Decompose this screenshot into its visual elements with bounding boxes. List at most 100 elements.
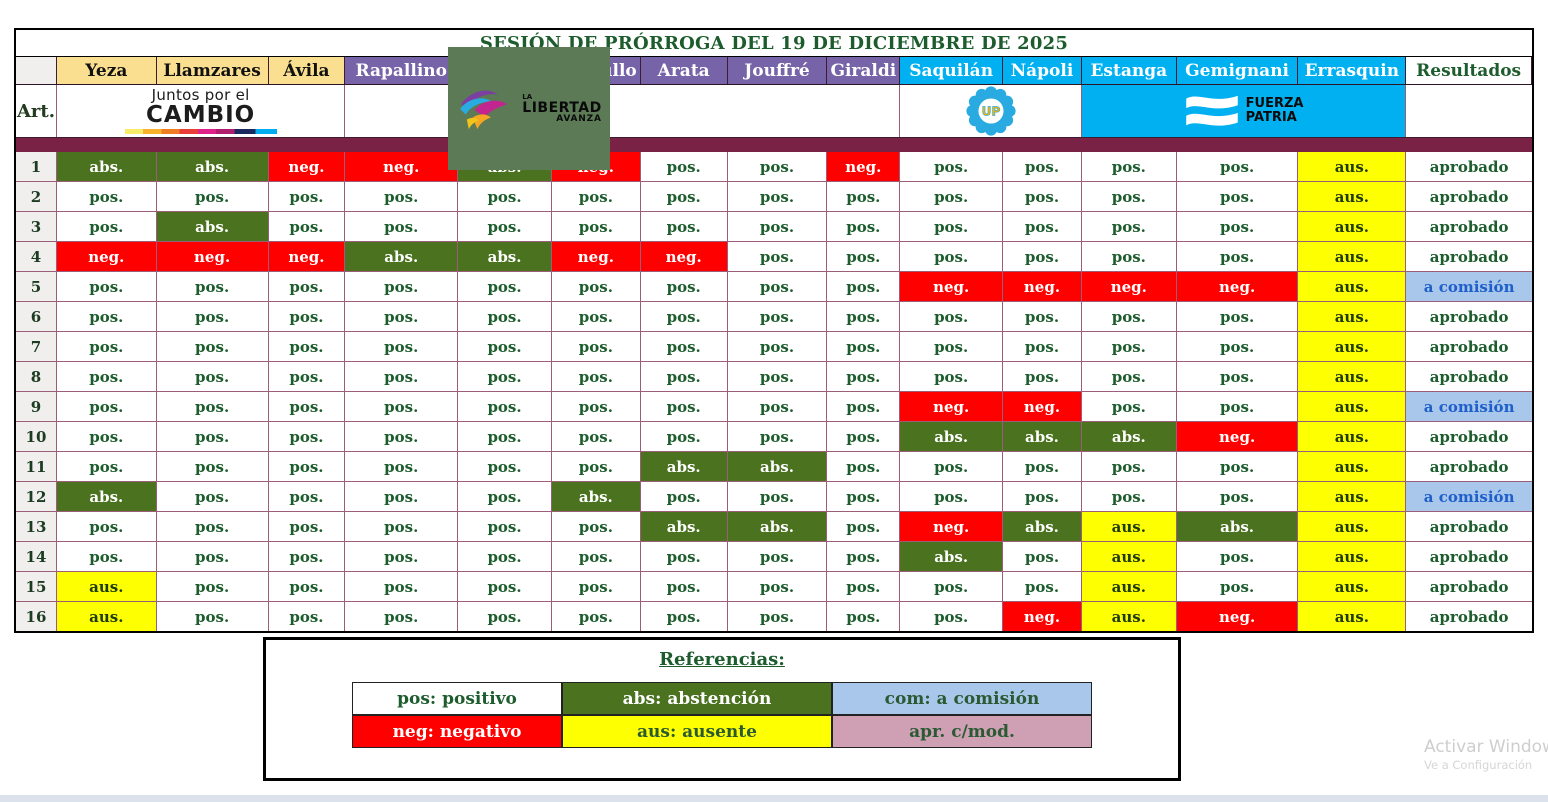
vote-cell: pos. — [156, 272, 269, 301]
vote-cell: pos. — [551, 302, 641, 331]
vote-cell: pos. — [827, 272, 901, 301]
up-sun-icon: UP — [965, 86, 1016, 136]
vote-cell: pos. — [1176, 542, 1299, 571]
result-cell: aprobado — [1406, 302, 1532, 331]
column-header-ávila: Ávila — [268, 57, 346, 84]
vote-cell: pos. — [156, 602, 269, 631]
vote-cell: neg. — [56, 242, 157, 271]
vote-cell: pos. — [551, 332, 641, 361]
result-cell: aprobado — [1406, 242, 1532, 271]
vote-cell: pos. — [345, 422, 459, 451]
vote-cell: pos. — [551, 602, 641, 631]
vote-cell: abs. — [1003, 512, 1082, 541]
lla-text-libertad: LIBERTAD — [522, 99, 602, 116]
vote-cell: pos. — [458, 392, 552, 421]
names-row: Yeza Llamzares Ávila Rapallino ullo Arata Jouf… — [16, 57, 1532, 85]
vote-cell: aus. — [1298, 242, 1407, 271]
vote-cell: pos. — [900, 452, 1004, 481]
vote-cell: abs. — [458, 242, 552, 271]
fp-label-line2: PATRIA — [1245, 110, 1297, 125]
result-cell: aprobado — [1406, 362, 1532, 391]
vote-cell: neg. — [268, 242, 346, 271]
table-row-art-7: 7 pos. pos. pos. pos. pos. pos. pos. pos. pos. pos… — [16, 332, 1532, 362]
vote-cell: pos. — [345, 512, 459, 541]
vote-cell: pos. — [156, 392, 269, 421]
vote-cell: abs. — [551, 482, 641, 511]
vote-cell: pos. — [458, 302, 552, 331]
vote-cell: pos. — [640, 572, 728, 601]
vote-cell: pos. — [1176, 332, 1299, 361]
column-header-nápoli: Nápoli — [1003, 57, 1082, 84]
legend-item-aus: aus: ausente — [562, 715, 832, 748]
vote-cell: pos. — [727, 152, 828, 181]
vote-cell: pos. — [900, 182, 1004, 211]
vote-cell: pos. — [156, 332, 269, 361]
table-row-art-4: 4 neg. neg. neg. abs. abs. neg. neg. pos. pos. pos… — [16, 242, 1532, 272]
vote-cell: pos. — [640, 332, 728, 361]
vote-cell: pos. — [640, 152, 728, 181]
column-header-yeza: Yeza — [56, 57, 157, 84]
result-cell: aprobado — [1406, 332, 1532, 361]
vote-cell: pos. — [827, 482, 901, 511]
vote-cell: pos. — [1081, 392, 1177, 421]
vote-cell: pos. — [156, 482, 269, 511]
vote-cell: pos. — [268, 602, 346, 631]
vote-cell: aus. — [1298, 152, 1407, 181]
article-number: 8 — [16, 362, 57, 391]
vote-cell: pos. — [458, 272, 552, 301]
vote-cell: aus. — [1298, 212, 1407, 241]
vote-cell: pos. — [345, 452, 459, 481]
vote-cell: pos. — [827, 452, 901, 481]
vote-cell: pos. — [56, 542, 157, 571]
vote-cell: neg. — [1176, 602, 1299, 631]
vote-cell: neg. — [1176, 422, 1299, 451]
vote-cell: pos. — [1176, 242, 1299, 271]
vote-cell: pos. — [458, 332, 552, 361]
vote-cell: pos. — [827, 332, 901, 361]
vote-cell: aus. — [1298, 302, 1407, 331]
vote-cell: aus. — [1298, 332, 1407, 361]
results-logos-cell — [1406, 85, 1532, 137]
art-header-blank — [16, 57, 57, 84]
vote-cell: pos. — [345, 542, 459, 571]
vote-cell: aus. — [1298, 422, 1407, 451]
vote-cell: pos. — [56, 272, 157, 301]
result-cell: aprobado — [1406, 512, 1532, 541]
vote-cell: pos. — [345, 182, 459, 211]
vote-cell: pos. — [156, 452, 269, 481]
vote-cell: abs. — [345, 242, 459, 271]
vote-cell: aus. — [56, 602, 157, 631]
vote-cell: pos. — [345, 362, 459, 391]
table-row-art-1: 1abs.abs.neg.neg.abs.neg.pos.pos.neg.pos… — [16, 152, 1532, 182]
vote-cell: pos. — [900, 362, 1004, 391]
vote-cell: pos. — [551, 272, 641, 301]
vote-cell: pos. — [268, 482, 346, 511]
vote-cell: pos. — [56, 362, 157, 391]
vote-cell: pos. — [268, 572, 346, 601]
vote-cell: abs. — [1176, 512, 1299, 541]
vote-cell: pos. — [640, 302, 728, 331]
maroon-separator-bar — [16, 138, 1532, 152]
article-number: 14 — [16, 542, 57, 571]
vote-cell: pos. — [1003, 332, 1082, 361]
result-cell: aprobado — [1406, 422, 1532, 451]
vote-cell: neg. — [1003, 392, 1082, 421]
vote-cell: neg. — [268, 152, 346, 181]
vote-cell: aus. — [1298, 272, 1407, 301]
vote-cell: pos. — [1081, 182, 1177, 211]
article-number: 15 — [16, 572, 57, 601]
up-logo-label: UP — [981, 105, 1000, 119]
vote-cell: pos. — [827, 212, 901, 241]
vote-cell: pos. — [268, 542, 346, 571]
vote-cell: pos. — [1003, 242, 1082, 271]
vote-cell: aus. — [1298, 182, 1407, 211]
vote-cell: pos. — [345, 482, 459, 511]
vote-cell: abs. — [727, 452, 828, 481]
vote-cell: abs. — [56, 152, 157, 181]
vote-cell: pos. — [640, 602, 728, 631]
table-row-art-11: 11 pos. pos. pos. pos. pos. pos. abs. abs. pos. po… — [16, 452, 1532, 482]
vote-cell: pos. — [56, 212, 157, 241]
vote-cell: pos. — [345, 332, 459, 361]
column-header-llamzares: Llamzares — [156, 57, 269, 84]
legend-item-neg: neg: negativo — [352, 715, 562, 748]
